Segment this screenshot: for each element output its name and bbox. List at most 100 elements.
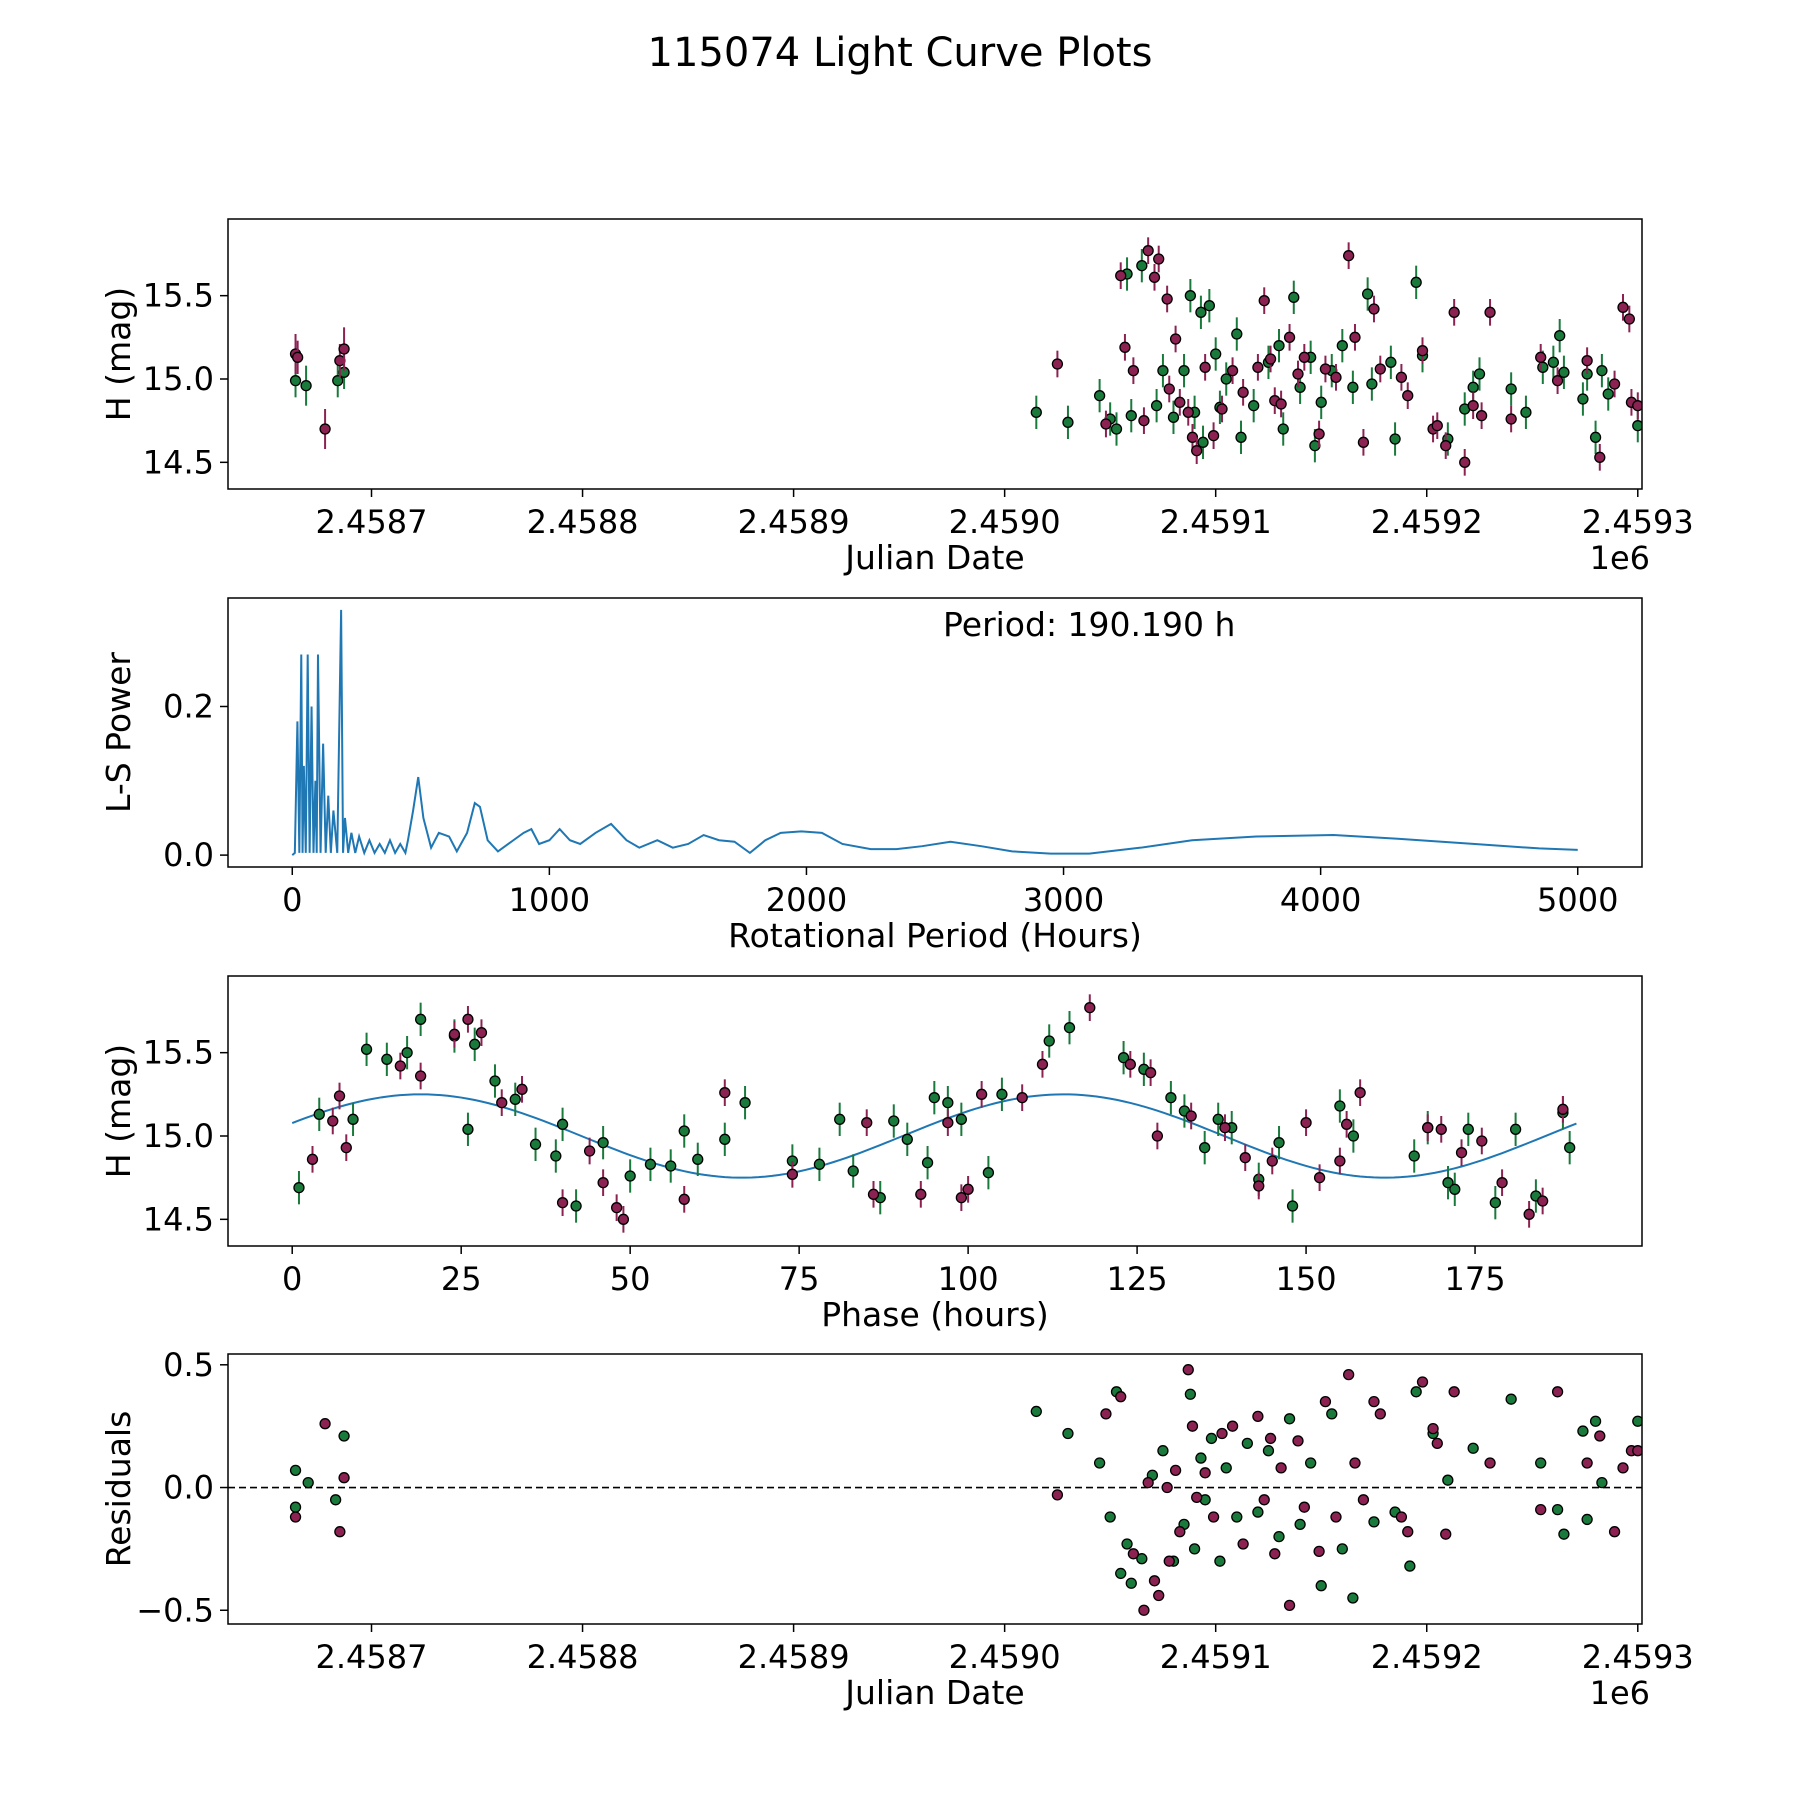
data-point-purple xyxy=(1431,420,1443,432)
data-point-green xyxy=(1554,330,1566,342)
data-point-purple xyxy=(1395,371,1408,383)
data-point-green xyxy=(1231,1511,1243,1523)
data-point-green xyxy=(678,1125,690,1137)
data-point-green xyxy=(1632,1415,1642,1427)
data-point-green xyxy=(1596,365,1608,377)
data-point-green xyxy=(847,1165,859,1177)
data-point-green xyxy=(1462,1123,1474,1135)
data-point-purple xyxy=(942,1117,954,1129)
data-point-green xyxy=(1347,1130,1360,1142)
data-point-green xyxy=(834,1113,846,1125)
y-axis-label: H (mag) xyxy=(99,1044,138,1178)
x-tick-label: 0 xyxy=(282,1260,302,1298)
data-point-green xyxy=(692,1153,704,1165)
x-tick-label: 75 xyxy=(779,1260,820,1298)
data-point-green xyxy=(1277,423,1289,435)
data-point-green xyxy=(1449,1183,1461,1195)
data-point-purple xyxy=(1283,331,1296,343)
data-point-green xyxy=(901,1133,913,1145)
data-point-purple xyxy=(1427,1422,1439,1435)
data-point-green xyxy=(1283,1413,1296,1425)
data-point-purple xyxy=(1153,253,1165,265)
data-point-purple xyxy=(1292,368,1304,380)
data-point-purple xyxy=(1551,1386,1564,1398)
data-point-purple xyxy=(1440,1528,1452,1540)
x-axis-label: Phase (hours) xyxy=(821,1295,1049,1334)
data-point-green xyxy=(644,1158,657,1170)
data-point-green xyxy=(942,1097,954,1109)
data-point-purple xyxy=(1051,1489,1064,1501)
model-fit-curve xyxy=(291,1093,1577,1179)
data-point-green xyxy=(1125,1577,1137,1589)
data-point-purple xyxy=(289,1511,302,1523)
data-point-purple xyxy=(1374,363,1386,375)
data-point-purple xyxy=(1484,306,1496,318)
data-point-purple xyxy=(1264,353,1277,365)
data-point-green xyxy=(1547,356,1560,368)
data-point-purple xyxy=(1266,1155,1278,1167)
data-point-green xyxy=(1467,381,1479,393)
data-point-green xyxy=(1273,340,1285,352)
y-tick-label: −0.5 xyxy=(136,1591,214,1629)
data-point-green xyxy=(813,1158,826,1170)
data-point-purple xyxy=(1100,418,1112,430)
data-point-green xyxy=(1558,1528,1570,1540)
x-tick-label: 2.4592 xyxy=(1371,1638,1483,1676)
data-point-purple xyxy=(1252,361,1264,373)
data-point-green xyxy=(1093,1457,1106,1469)
data-point-purple xyxy=(319,1418,331,1430)
x-offset-label: 1e6 xyxy=(1590,539,1650,577)
data-point-purple xyxy=(1581,1457,1593,1469)
data-point-purple xyxy=(1395,1511,1408,1523)
data-point-purple xyxy=(1535,1503,1547,1516)
data-point-purple xyxy=(462,1013,474,1025)
data-point-purple xyxy=(1448,306,1460,318)
data-point-green xyxy=(1288,291,1300,303)
data-point-purple xyxy=(1199,361,1211,373)
x-tick-label: 2.4592 xyxy=(1371,503,1483,541)
data-point-purple xyxy=(1422,1122,1434,1134)
data-point-purple xyxy=(1185,1110,1197,1122)
data-point-green xyxy=(996,1088,1008,1100)
data-point-purple xyxy=(1448,1386,1460,1398)
data-point-purple xyxy=(1535,351,1547,363)
data-point-green xyxy=(1104,1511,1116,1523)
data-point-green xyxy=(1326,1408,1338,1420)
data-point-green xyxy=(1558,366,1570,378)
data-point-purple xyxy=(306,1153,319,1165)
x-tick-label: 2.4593 xyxy=(1582,503,1694,541)
x-tick-label: 4000 xyxy=(1280,881,1361,919)
x-tick-label: 150 xyxy=(1276,1260,1337,1298)
data-point-purple xyxy=(1557,1103,1569,1115)
data-point-purple xyxy=(1144,1067,1157,1079)
data-point-green xyxy=(1315,1580,1327,1592)
data-point-green xyxy=(1188,1543,1201,1555)
data-point-purple xyxy=(1292,1435,1304,1447)
data-point-purple xyxy=(1476,1135,1488,1147)
data-point-purple xyxy=(1115,1391,1127,1403)
x-tick-label: 175 xyxy=(1445,1260,1506,1298)
data-point-green xyxy=(1195,306,1207,318)
data-point-green xyxy=(1165,1092,1177,1104)
data-point-green xyxy=(928,1092,940,1104)
data-point-green xyxy=(469,1038,481,1050)
data-point-green xyxy=(719,1133,731,1145)
data-point-purple xyxy=(1330,371,1342,383)
data-point-purple xyxy=(861,1117,873,1129)
panel-periodogram: 0 1000 2000 3000 4000 5000 0.0 0.2 Rotational Pe… xyxy=(99,597,1643,955)
data-point-green xyxy=(1589,1415,1602,1427)
data-point-purple xyxy=(1342,250,1355,262)
data-point-green xyxy=(360,1043,373,1055)
data-point-purple xyxy=(1402,1526,1414,1538)
data-point-purple xyxy=(448,1028,461,1040)
data-point-purple xyxy=(1207,1511,1220,1523)
data-point-green xyxy=(1043,1035,1055,1047)
data-point-purple xyxy=(1199,1467,1211,1479)
data-point-purple xyxy=(610,1202,623,1214)
data-point-green xyxy=(1336,1543,1348,1555)
x-tick-label: 5000 xyxy=(1537,881,1618,919)
data-point-purple xyxy=(1374,1408,1386,1420)
y-tick-label: 15.5 xyxy=(143,277,214,315)
data-point-purple xyxy=(1219,1122,1231,1134)
